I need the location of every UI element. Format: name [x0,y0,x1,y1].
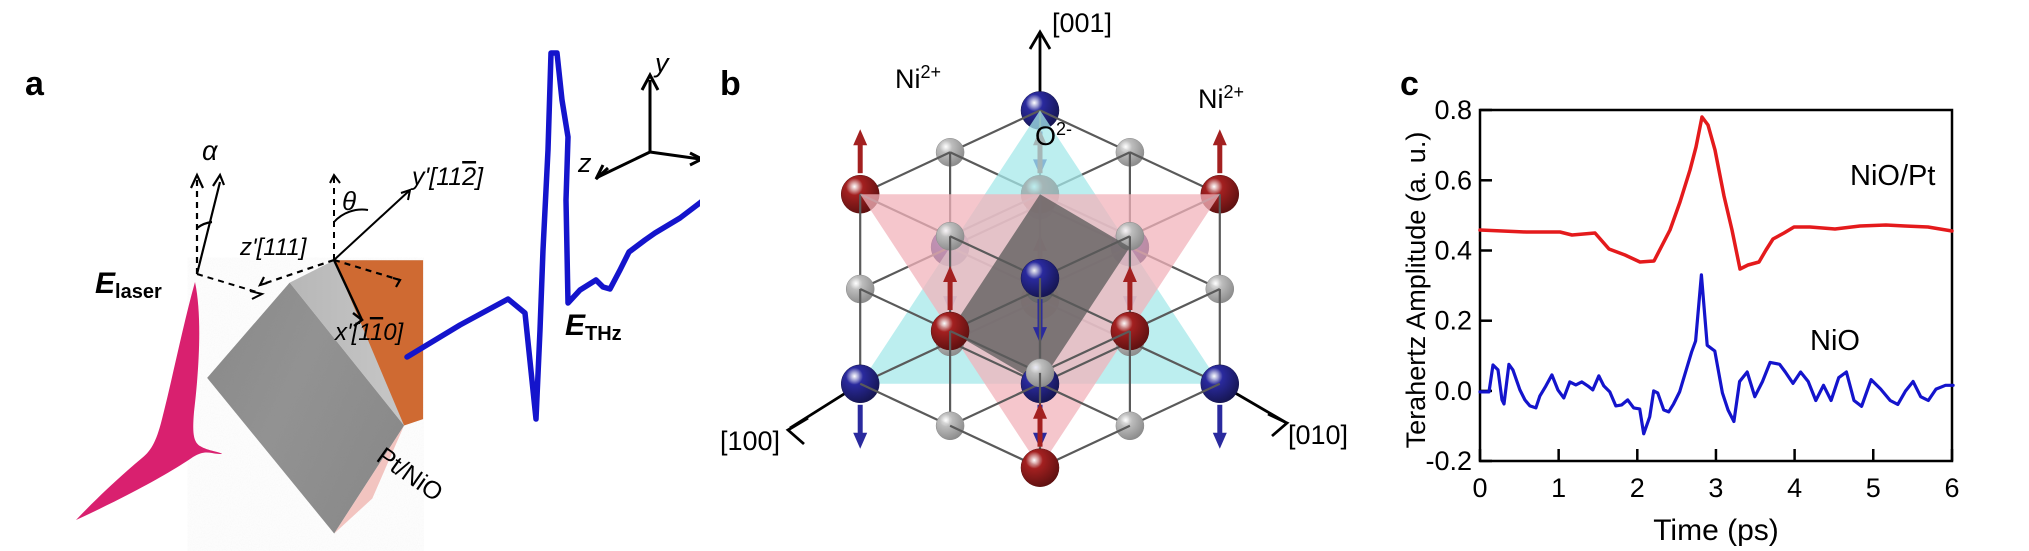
svg-text:3: 3 [1708,473,1723,503]
svg-text:-0.2: -0.2 [1425,446,1472,476]
svg-text:O2-: O2- [1035,119,1072,151]
svg-text:0.0: 0.0 [1434,376,1472,406]
svg-text:0.8: 0.8 [1434,95,1472,125]
svg-text:[100]: [100] [720,426,780,456]
svg-text:NiO/Pt: NiO/Pt [1850,160,1935,192]
svg-text:y'[112]: y'[112] [410,163,484,191]
svg-text:Ni2+: Ni2+ [895,62,941,94]
svg-text:4: 4 [1787,473,1802,503]
svg-text:0.2: 0.2 [1434,306,1472,336]
svg-text:[001]: [001] [1052,8,1112,38]
svg-text:Elaser: Elaser [95,267,162,303]
svg-text:Pt/NiO: Pt/NiO [372,442,448,507]
svg-text:[010]: [010] [1288,420,1348,450]
svg-text:θ: θ [342,186,356,216]
svg-text:z: z [577,148,592,178]
svg-text:6: 6 [1944,473,1959,503]
svg-text:0.4: 0.4 [1434,236,1472,266]
svg-text:Ni2+: Ni2+ [1198,82,1244,114]
svg-text:y: y [653,48,670,78]
svg-text:NiO: NiO [1810,325,1860,357]
svg-text:2: 2 [1630,473,1645,503]
svg-text:5: 5 [1866,473,1881,503]
svg-text:0: 0 [1472,473,1487,503]
svg-text:1: 1 [1551,473,1566,503]
svg-text:α: α [202,136,219,166]
svg-text:ETHz: ETHz [565,309,622,345]
svg-text:z'[111]: z'[111] [239,234,308,261]
svg-text:x'[110]: x'[110] [334,319,405,346]
svg-text:0.6: 0.6 [1434,165,1472,195]
svg-text:Time (ps): Time (ps) [1653,514,1779,547]
svg-text:Terahertz Amplitude (a. u.): Terahertz Amplitude (a. u.) [1401,132,1431,449]
